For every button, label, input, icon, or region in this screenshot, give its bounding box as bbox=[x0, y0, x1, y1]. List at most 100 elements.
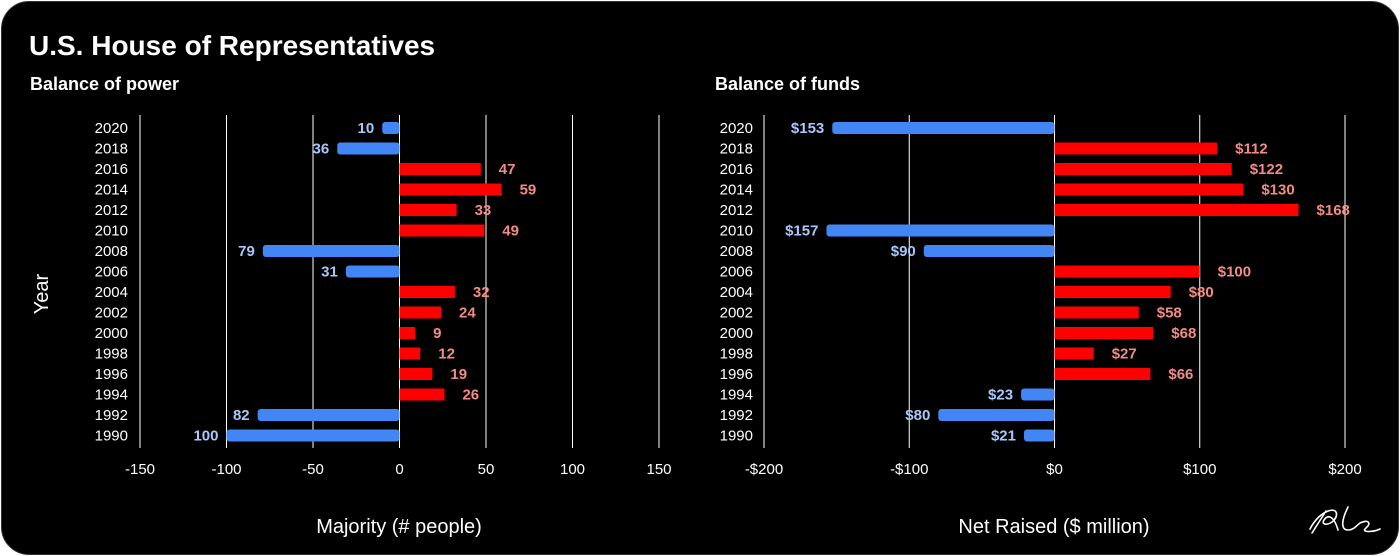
funds-value-label: $80 bbox=[1189, 284, 1214, 301]
power-value-label: 49 bbox=[502, 223, 519, 240]
funds-year-label: 2010 bbox=[720, 223, 753, 240]
power-x-tick-label: -50 bbox=[302, 461, 324, 478]
power-bar bbox=[399, 368, 433, 380]
funds-value-label: $122 bbox=[1250, 161, 1283, 178]
funds-bar bbox=[1054, 347, 1094, 360]
funds-year-label: 1990 bbox=[720, 428, 753, 445]
power-year-label: 2018 bbox=[95, 141, 128, 158]
funds-bar bbox=[1023, 429, 1055, 442]
power-value-label: 10 bbox=[358, 120, 375, 137]
power-bar bbox=[226, 429, 400, 442]
funds-value-label: $27 bbox=[1112, 346, 1137, 363]
funds-year-label: 2002 bbox=[720, 305, 753, 322]
power-x-tick-label: 50 bbox=[478, 461, 495, 478]
funds-x-tick-label: $200 bbox=[1328, 461, 1361, 478]
power-bar bbox=[399, 347, 421, 360]
funds-x-tick-label: -$200 bbox=[745, 461, 783, 478]
power-y-axis-title: Year bbox=[31, 273, 53, 314]
power-year-label: 2000 bbox=[95, 325, 128, 342]
funds-value-label: $157 bbox=[785, 223, 818, 240]
funds-year-label: 2018 bbox=[720, 141, 753, 158]
funds-value-label: $80 bbox=[905, 407, 930, 424]
right-chart-title: Balance of funds bbox=[715, 74, 861, 94]
power-x-tick-label: 100 bbox=[560, 461, 585, 478]
power-bar bbox=[399, 327, 416, 339]
power-year-label: 1992 bbox=[95, 407, 128, 424]
power-x-tick-label: 0 bbox=[395, 461, 403, 478]
power-year-label: 2006 bbox=[95, 264, 128, 281]
funds-bar bbox=[1021, 388, 1055, 401]
power-year-label: 1990 bbox=[95, 428, 128, 445]
funds-value-label: $58 bbox=[1157, 305, 1182, 322]
funds-bar bbox=[1054, 327, 1154, 339]
funds-bar bbox=[1054, 368, 1151, 380]
funds-bar bbox=[1054, 286, 1171, 298]
power-year-label: 2010 bbox=[95, 223, 128, 240]
power-value-label: 100 bbox=[193, 428, 218, 445]
power-value-label: 32 bbox=[473, 284, 490, 301]
funds-year-label: 1992 bbox=[720, 407, 753, 424]
power-year-label: 2004 bbox=[95, 284, 128, 301]
funds-bar bbox=[923, 245, 1055, 257]
funds-bar bbox=[1054, 306, 1139, 319]
power-bar bbox=[399, 388, 445, 401]
funds-value-label: $168 bbox=[1317, 202, 1350, 219]
power-bar bbox=[399, 224, 485, 237]
funds-value-label: $100 bbox=[1218, 264, 1251, 281]
power-bar bbox=[345, 265, 400, 278]
power-x-tick-label: -150 bbox=[125, 461, 155, 478]
funds-value-label: $90 bbox=[891, 243, 916, 260]
funds-value-label: $66 bbox=[1168, 366, 1193, 383]
power-value-label: 59 bbox=[520, 182, 537, 199]
power-x-tick-label: -100 bbox=[211, 461, 241, 478]
power-bar bbox=[337, 142, 400, 155]
balance-of-funds-chart: -$200 -$100 $0 $100 $200 2020 $153 2018 $112 2016… bbox=[720, 115, 1362, 538]
funds-value-label: $153 bbox=[791, 120, 824, 137]
power-value-label: 33 bbox=[475, 202, 492, 219]
power-x-axis-title: Majority (# people) bbox=[316, 516, 482, 538]
funds-bar bbox=[1054, 163, 1232, 175]
power-bar bbox=[257, 409, 400, 421]
funds-x-tick-label: -$100 bbox=[890, 461, 928, 478]
funds-bar bbox=[826, 224, 1055, 237]
power-year-label: 1996 bbox=[95, 366, 128, 383]
power-value-label: 12 bbox=[438, 346, 455, 363]
power-year-label: 1998 bbox=[95, 346, 128, 363]
power-value-label: 82 bbox=[233, 407, 250, 424]
power-bar bbox=[382, 122, 400, 134]
power-year-label: 2016 bbox=[95, 161, 128, 178]
power-year-label: 2002 bbox=[95, 305, 128, 322]
power-value-label: 26 bbox=[462, 387, 479, 404]
power-bar bbox=[399, 183, 502, 196]
left-chart-title: Balance of power bbox=[30, 74, 180, 94]
power-x-tick-label: 150 bbox=[646, 461, 671, 478]
funds-bar bbox=[832, 122, 1055, 134]
main-title: U.S. House of Representatives bbox=[29, 30, 436, 61]
funds-year-label: 1998 bbox=[720, 346, 753, 363]
power-value-label: 24 bbox=[459, 305, 476, 322]
funds-year-label: 2006 bbox=[720, 264, 753, 281]
power-value-label: 36 bbox=[313, 141, 330, 158]
funds-year-label: 2020 bbox=[720, 120, 753, 137]
power-bar bbox=[399, 286, 455, 298]
funds-value-label: $21 bbox=[991, 428, 1016, 445]
power-year-label: 2020 bbox=[95, 120, 128, 137]
funds-year-label: 2016 bbox=[720, 161, 753, 178]
funds-value-label: $68 bbox=[1171, 325, 1196, 342]
funds-x-tick-label: $0 bbox=[1046, 461, 1063, 478]
funds-bar bbox=[1054, 204, 1299, 216]
funds-value-label: $23 bbox=[988, 387, 1013, 404]
power-bar bbox=[399, 163, 481, 175]
funds-year-label: 2012 bbox=[720, 202, 753, 219]
funds-year-label: 2000 bbox=[720, 325, 753, 342]
funds-value-label: $130 bbox=[1261, 182, 1294, 199]
power-value-label: 31 bbox=[321, 264, 338, 281]
funds-bar bbox=[938, 409, 1055, 421]
funds-year-label: 2014 bbox=[720, 182, 753, 199]
power-year-label: 2012 bbox=[95, 202, 128, 219]
power-value-label: 19 bbox=[450, 366, 467, 383]
funds-year-label: 1996 bbox=[720, 366, 753, 383]
funds-x-tick-label: $100 bbox=[1183, 461, 1216, 478]
